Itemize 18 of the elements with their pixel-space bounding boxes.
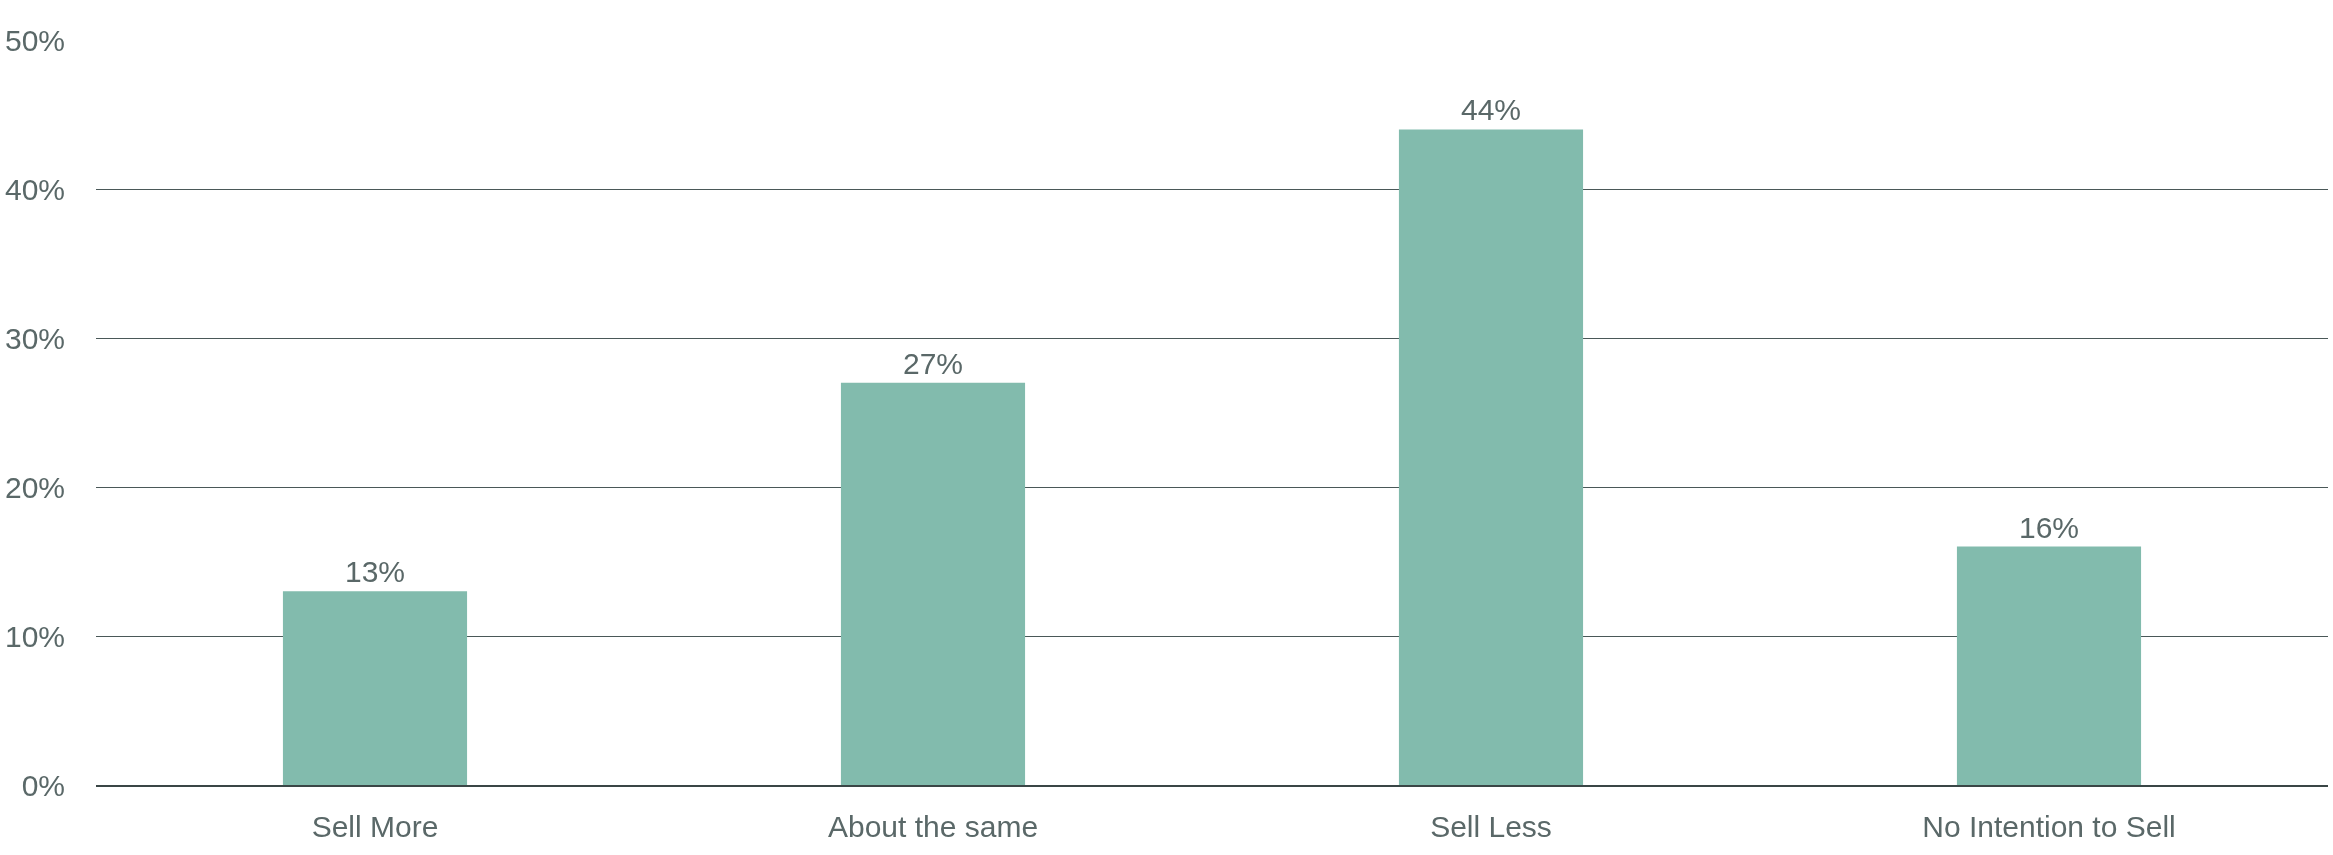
bar [1956,546,2142,785]
data-label: 16% [2018,510,2080,544]
y-tick-label: 40% [4,172,65,206]
bar [840,382,1026,785]
data-label: 13% [344,555,406,589]
x-tick-label: Sell Less [1430,810,1552,843]
x-tick-label: No Intention to Sell [1922,810,2176,843]
data-label: 44% [1460,93,1522,127]
bar [282,591,468,785]
y-tick-label: 0% [21,768,65,802]
bar [1398,129,1584,785]
y-tick-label: 10% [4,619,65,653]
x-tick-label: Sell More [311,810,439,843]
y-tick-label: 20% [4,470,65,504]
data-label: 27% [902,346,964,380]
y-tick-label: 30% [4,321,65,355]
x-tick-label: About the same [827,810,1039,843]
y-tick-label: 50% [4,23,65,57]
